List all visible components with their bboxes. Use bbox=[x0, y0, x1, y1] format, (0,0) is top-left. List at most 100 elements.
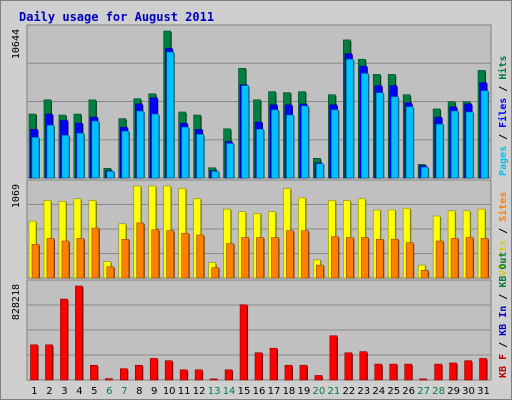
x-tick-label: 3 bbox=[61, 386, 67, 397]
chart-title: Daily usage for August 2011 bbox=[19, 10, 214, 24]
bar-pages-day-16 bbox=[257, 129, 264, 178]
bar-pages-day-14 bbox=[227, 143, 234, 178]
x-tick-label: 2 bbox=[46, 386, 52, 397]
bar-sites-day-9 bbox=[152, 230, 159, 278]
bar-sites-day-23 bbox=[361, 238, 368, 278]
legend-item: / bbox=[498, 294, 509, 306]
legend-item: F bbox=[498, 354, 509, 366]
bar-kb-f-day-25 bbox=[390, 364, 397, 380]
bar-kb-f-day-13 bbox=[210, 379, 217, 380]
bar-pages-day-30 bbox=[466, 112, 473, 178]
bar-sites-day-10 bbox=[167, 231, 174, 278]
bar-pages-day-9 bbox=[152, 114, 159, 178]
bar-pages-day-12 bbox=[197, 134, 204, 178]
bar-sites-day-16 bbox=[257, 238, 264, 278]
x-tick-label: 14 bbox=[223, 386, 236, 397]
bar-pages-day-17 bbox=[271, 110, 278, 178]
bar-sites-day-4 bbox=[77, 238, 84, 278]
legend-item: In bbox=[498, 306, 509, 324]
legend-item: / bbox=[498, 134, 509, 146]
x-tick-label: 6 bbox=[106, 386, 112, 397]
bar-sites-day-12 bbox=[197, 235, 204, 278]
bar-sites-day-25 bbox=[391, 239, 398, 278]
legend-item: Files bbox=[497, 98, 509, 134]
legend-item: Sites bbox=[497, 192, 509, 228]
bar-kb-f-day-15 bbox=[240, 305, 247, 380]
x-tick-label: 21 bbox=[327, 386, 340, 397]
x-tick-label: 26 bbox=[402, 386, 415, 397]
x-tick-label: 27 bbox=[417, 386, 430, 397]
x-tick-label: 25 bbox=[387, 386, 400, 397]
x-tick-label: 5 bbox=[91, 386, 97, 397]
bar-pages-day-13 bbox=[212, 171, 219, 178]
bar-sites-day-2 bbox=[47, 238, 54, 278]
bar-sites-day-11 bbox=[182, 233, 189, 278]
y-max-label: 1069 bbox=[11, 184, 22, 208]
x-tick-label: 11 bbox=[178, 386, 191, 397]
x-tick-label: 19 bbox=[298, 386, 311, 397]
x-tick-label: 16 bbox=[253, 386, 266, 397]
bar-pages-day-18 bbox=[286, 115, 293, 178]
bar-pages-day-31 bbox=[481, 91, 488, 178]
bar-pages-day-26 bbox=[406, 107, 413, 178]
x-tick-label: 30 bbox=[462, 386, 475, 397]
bar-sites-day-31 bbox=[481, 238, 488, 278]
bar-kb-f-day-20 bbox=[315, 375, 322, 380]
bar-pages-day-11 bbox=[182, 127, 189, 178]
x-tick-label: 24 bbox=[372, 386, 385, 397]
x-tick-label: 17 bbox=[268, 386, 281, 397]
bar-kb-f-day-10 bbox=[165, 361, 172, 380]
bar-sites-day-7 bbox=[122, 239, 129, 278]
bar-pages-day-28 bbox=[436, 124, 443, 178]
bar-kb-f-day-6 bbox=[105, 379, 112, 380]
bar-kb-f-day-29 bbox=[450, 363, 457, 380]
bar-sites-day-15 bbox=[242, 238, 249, 278]
bar-sites-day-5 bbox=[92, 228, 99, 278]
legend-top: Pages / Files / Hits bbox=[497, 56, 509, 176]
bar-sites-day-8 bbox=[137, 223, 144, 278]
bar-kb-f-day-4 bbox=[75, 286, 82, 380]
bar-pages-day-6 bbox=[107, 171, 114, 178]
bar-kb-f-day-16 bbox=[255, 353, 262, 380]
bar-kb-f-day-2 bbox=[45, 345, 52, 380]
legend-item: / bbox=[498, 228, 509, 240]
bar-sites-day-28 bbox=[436, 241, 443, 278]
bar-pages-day-27 bbox=[421, 167, 428, 178]
bar-pages-day-22 bbox=[346, 59, 353, 178]
bar-kb-f-day-3 bbox=[60, 299, 67, 380]
legend-item: Hits bbox=[497, 56, 509, 86]
bar-pages-day-4 bbox=[77, 133, 84, 178]
bar-kb-f-day-1 bbox=[31, 345, 38, 380]
bar-kb-f-day-21 bbox=[330, 336, 337, 380]
legend-item: Out bbox=[498, 252, 509, 276]
bar-sites-day-27 bbox=[421, 270, 428, 278]
bar-kb-f-day-7 bbox=[120, 369, 127, 380]
bar-pages-day-21 bbox=[331, 110, 338, 178]
bar-kb-f-day-9 bbox=[150, 358, 157, 380]
legend-item: / bbox=[498, 86, 509, 98]
x-tick-label: 7 bbox=[121, 386, 127, 397]
bar-sites-day-29 bbox=[451, 238, 458, 278]
bar-pages-day-15 bbox=[242, 86, 249, 178]
bar-sites-day-17 bbox=[271, 238, 278, 278]
bar-sites-day-21 bbox=[331, 237, 338, 278]
x-tick-label: 12 bbox=[193, 386, 206, 397]
x-tick-label: 10 bbox=[163, 386, 176, 397]
legend-bottom: KB F / KB In / KB Out bbox=[498, 252, 509, 378]
bar-pages-day-24 bbox=[376, 93, 383, 178]
bar-pages-day-5 bbox=[92, 121, 99, 178]
bar-sites-day-26 bbox=[406, 243, 413, 278]
bar-sites-day-1 bbox=[32, 244, 39, 278]
bar-pages-day-19 bbox=[301, 106, 308, 178]
bar-kb-f-day-24 bbox=[375, 364, 382, 380]
bar-kb-f-day-27 bbox=[420, 379, 427, 380]
bar-kb-f-day-5 bbox=[90, 365, 97, 380]
bar-sites-day-24 bbox=[376, 239, 383, 278]
bar-sites-day-19 bbox=[301, 231, 308, 278]
bar-kb-f-day-19 bbox=[300, 365, 307, 380]
x-tick-label: 22 bbox=[342, 386, 355, 397]
